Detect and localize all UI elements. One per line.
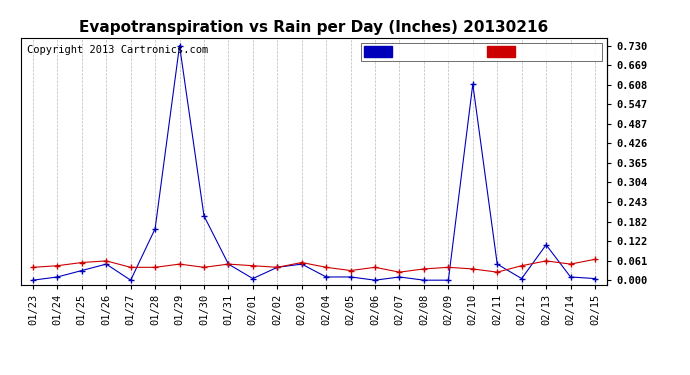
Title: Evapotranspiration vs Rain per Day (Inches) 20130216: Evapotranspiration vs Rain per Day (Inch… <box>79 20 549 35</box>
Legend: Rain (Inches), ET  (Inches): Rain (Inches), ET (Inches) <box>361 43 602 61</box>
Text: Copyright 2013 Cartronics.com: Copyright 2013 Cartronics.com <box>26 45 208 55</box>
